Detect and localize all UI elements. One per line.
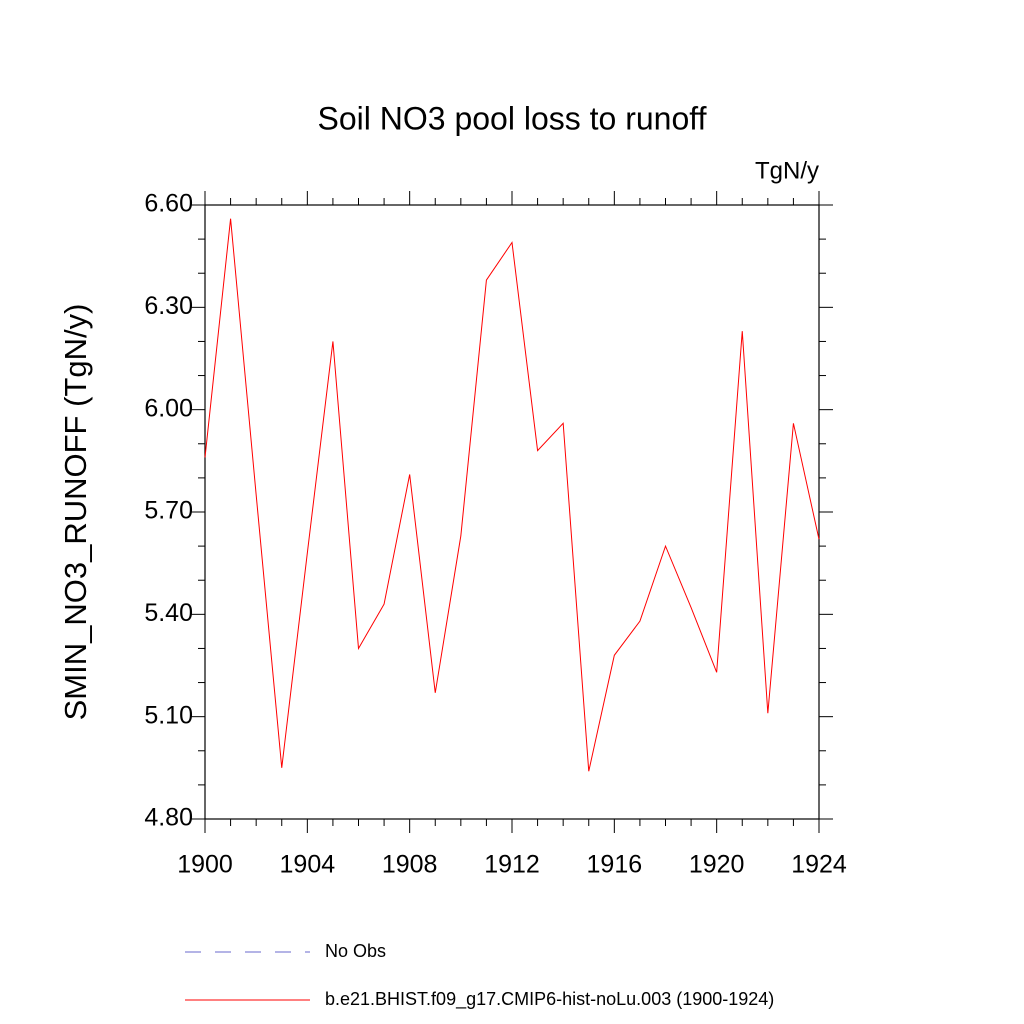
x-tick-label: 1904 bbox=[280, 851, 336, 879]
y-tick-label: 6.30 bbox=[144, 292, 193, 320]
legend-label: No Obs bbox=[325, 941, 386, 961]
y-tick-label: 5.70 bbox=[144, 497, 193, 525]
x-tick-label: 1916 bbox=[587, 851, 643, 879]
y-tick-label: 4.80 bbox=[144, 804, 193, 832]
x-tick-label: 1920 bbox=[689, 851, 745, 879]
y-tick-label: 6.00 bbox=[144, 394, 193, 422]
units-label: TgN/y bbox=[755, 157, 819, 184]
y-tick-label: 6.60 bbox=[144, 190, 193, 218]
y-tick-label: 5.40 bbox=[144, 599, 193, 627]
data-line bbox=[204, 218, 820, 772]
chart-title: Soil NO3 pool loss to runoff bbox=[318, 100, 707, 136]
x-tick-label: 1900 bbox=[177, 851, 233, 879]
y-axis-label: SMIN_NO3_RUNOFF (TgN/y) bbox=[58, 304, 93, 721]
x-tick-label: 1908 bbox=[382, 851, 438, 879]
x-tick-label: 1912 bbox=[484, 851, 540, 879]
x-tick-label: 1924 bbox=[791, 851, 847, 879]
legend-label: b.e21.BHIST.f09_g17.CMIP6-hist-noLu.003 … bbox=[325, 989, 774, 1010]
y-tick-label: 5.10 bbox=[144, 701, 193, 729]
